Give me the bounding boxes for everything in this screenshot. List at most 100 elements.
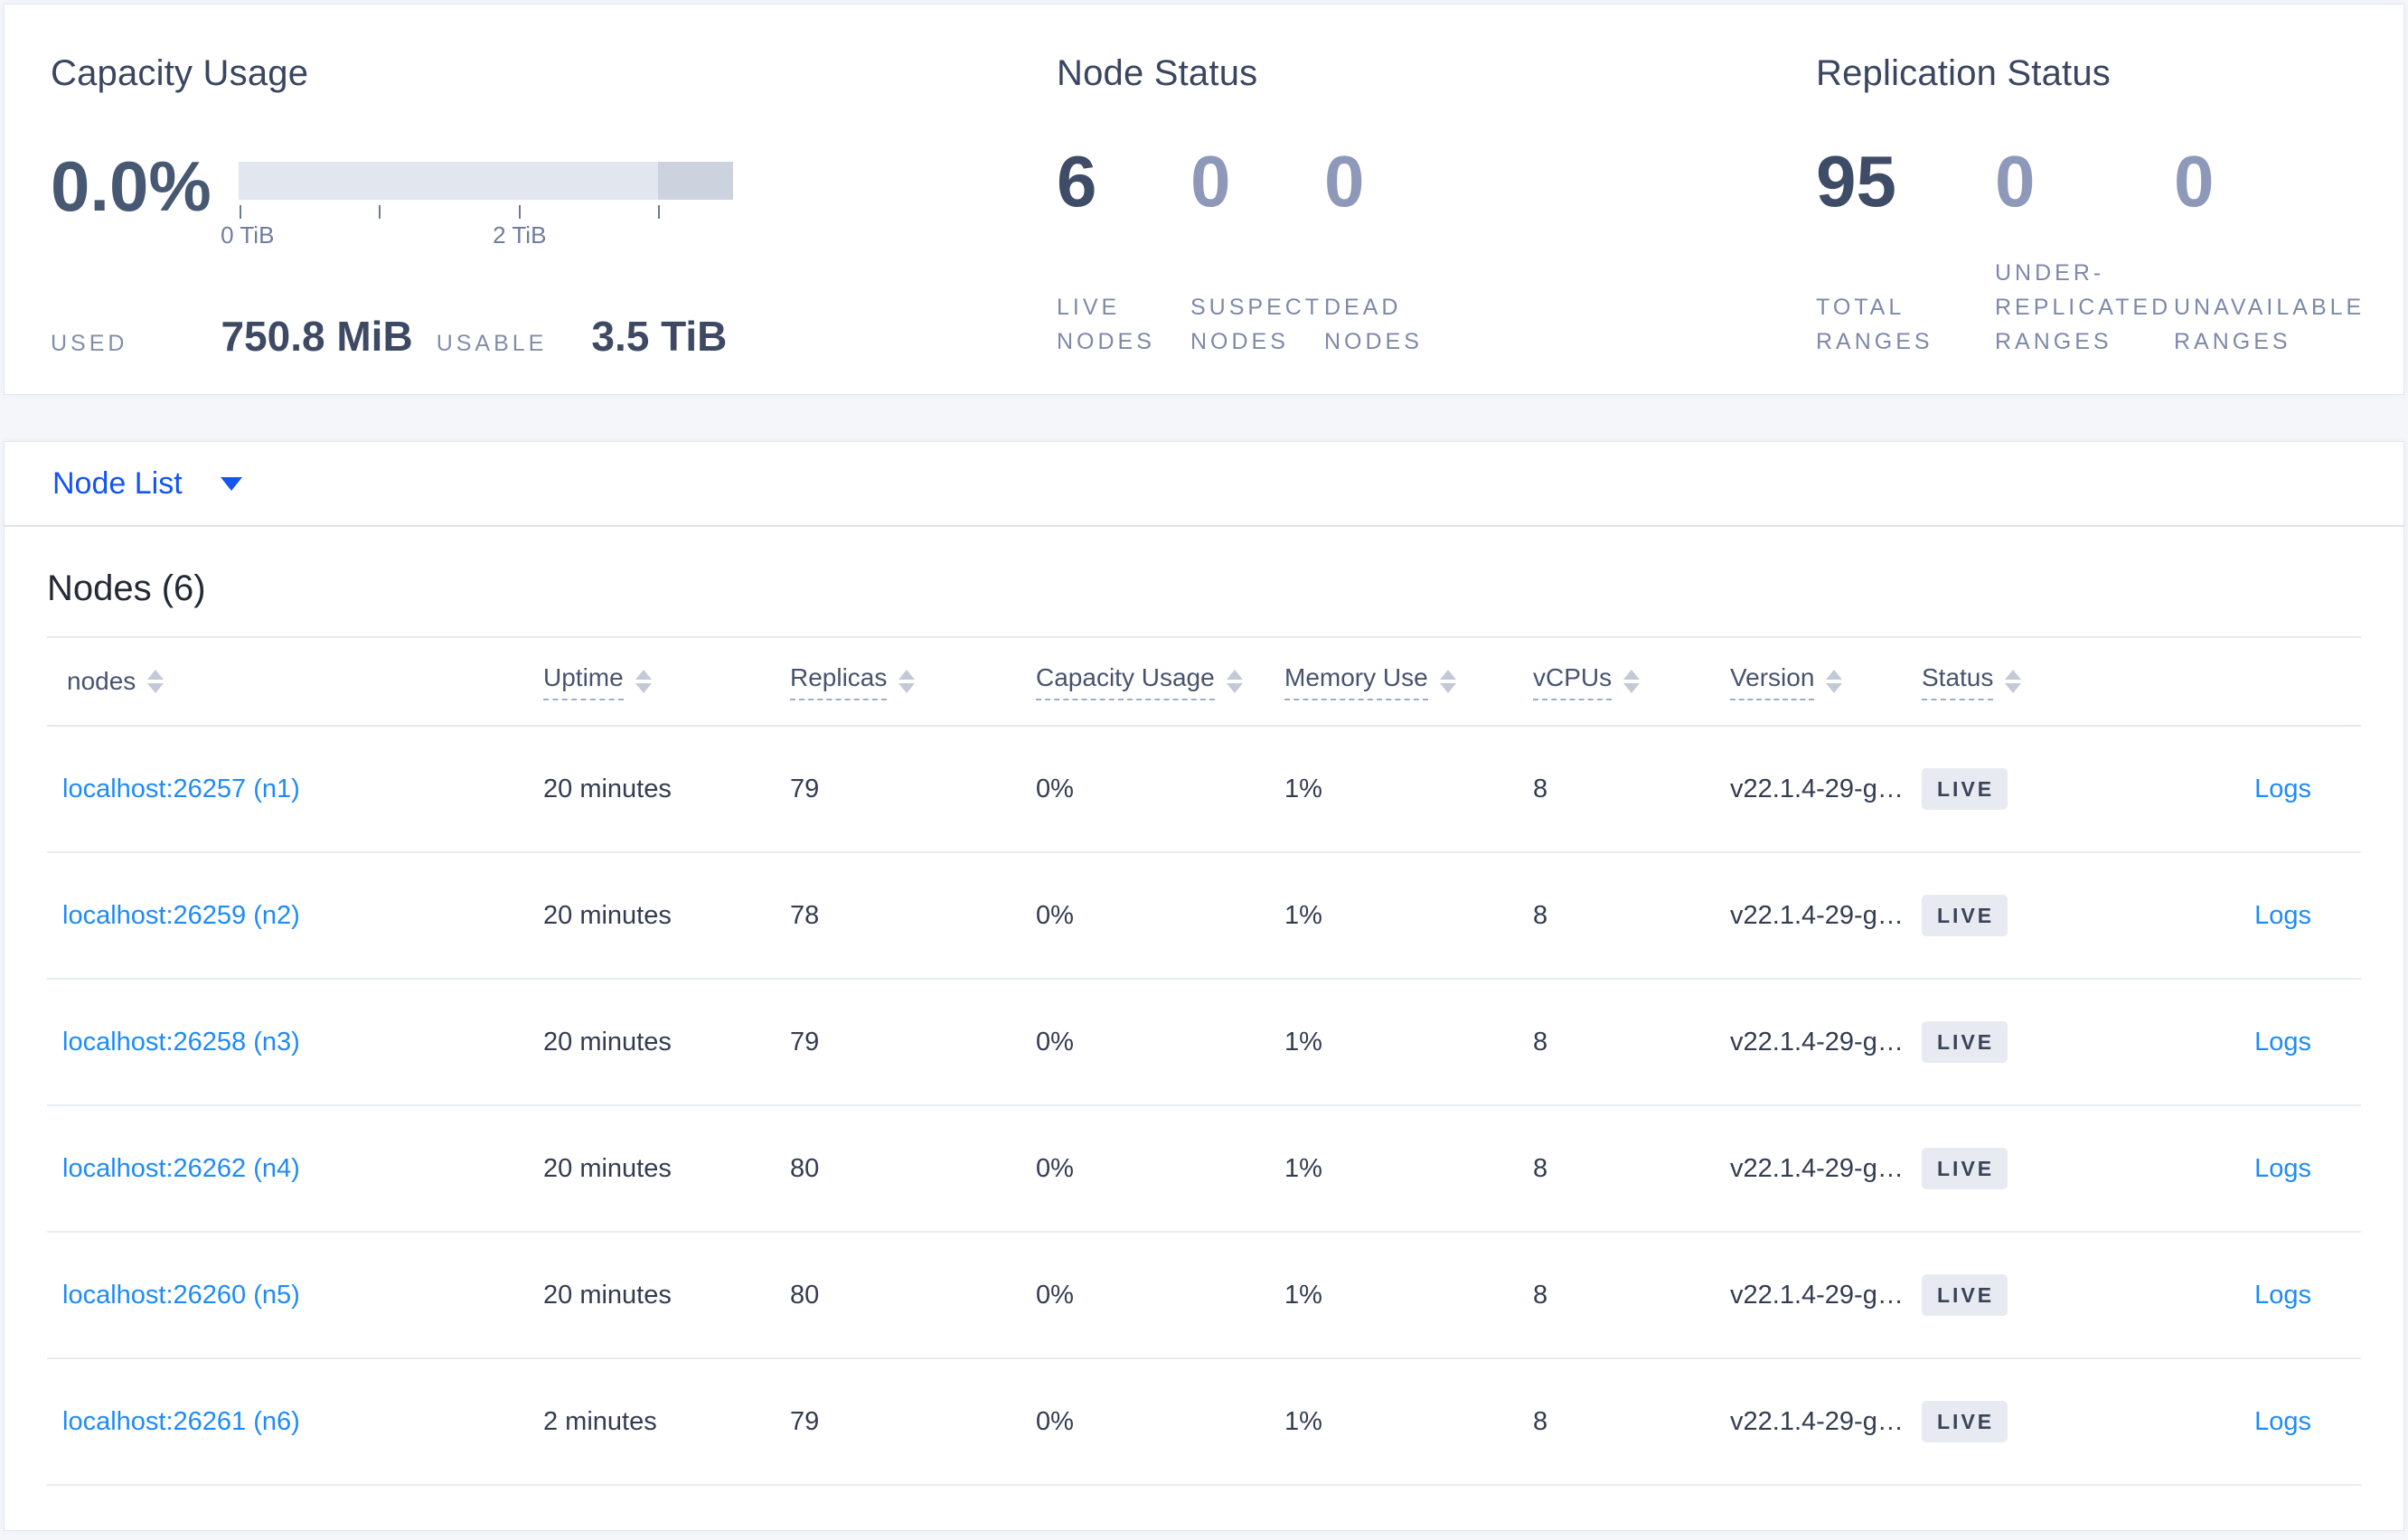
version-cell: v22.1.4-29-g…: [1730, 1406, 1904, 1436]
node-link[interactable]: localhost:26257 (n1): [62, 774, 300, 803]
logs-link[interactable]: Logs: [2254, 774, 2311, 803]
column-header-vcpus[interactable]: vCPUs: [1533, 663, 1730, 700]
unavailable-ranges-stat: 0 UNAVAILABLE RANGES: [2174, 138, 2361, 359]
column-header-status[interactable]: Status: [1922, 663, 2144, 700]
capacity-usage-panel: Capacity Usage 0.0% 0 TiB 2 TiB U: [51, 5, 1009, 394]
sort-icon[interactable]: [898, 670, 916, 693]
replication-stats: 95 TOTAL RANGES 0 UNDER- REPLICATED RANG…: [1816, 138, 2361, 359]
dead-nodes-label: DEAD NODES: [1324, 295, 1423, 354]
column-header-capacity-usage[interactable]: Capacity Usage: [1036, 663, 1284, 700]
sort-icon[interactable]: [1226, 670, 1243, 693]
logs-link[interactable]: Logs: [2254, 900, 2311, 930]
column-header-memory-use[interactable]: Memory Use: [1284, 663, 1533, 700]
unavailable-ranges-label: UNAVAILABLE RANGES: [2174, 295, 2366, 354]
memory-cell: 1%: [1284, 900, 1322, 930]
node-link[interactable]: localhost:26259 (n2): [62, 900, 300, 930]
under-replicated-stat: 0 UNDER- REPLICATED RANGES: [1995, 138, 2174, 359]
vcpus-cell: 8: [1533, 1027, 1548, 1056]
used-value: 750.8 MiB: [221, 313, 413, 360]
sort-icon[interactable]: [2005, 670, 2022, 693]
logs-link[interactable]: Logs: [2254, 1406, 2311, 1436]
node-link[interactable]: localhost:26258 (n3): [62, 1027, 300, 1056]
version-cell: v22.1.4-29-g…: [1730, 900, 1904, 930]
logs-link[interactable]: Logs: [2254, 1027, 2311, 1056]
table-row-n4: localhost:26262 (n4) 20 minutes 80 0% 1%…: [47, 1106, 2361, 1233]
table-row-n3: localhost:26258 (n3) 20 minutes 79 0% 1%…: [47, 980, 2361, 1106]
column-header-replicas[interactable]: Replicas: [790, 663, 1036, 700]
total-ranges-stat: 95 TOTAL RANGES: [1816, 138, 1995, 359]
sort-icon[interactable]: [1623, 670, 1641, 693]
replication-status-title: Replication Status: [1816, 53, 2112, 93]
table-row-n1: localhost:26257 (n1) 20 minutes 79 0% 1%…: [47, 727, 2361, 853]
under-replicated-value: 0: [1995, 141, 2036, 221]
column-header-uptime[interactable]: Uptime: [543, 663, 790, 700]
suspect-nodes-label: SUSPECT NODES: [1190, 295, 1323, 354]
suspect-nodes-stat: 0 SUSPECT NODES: [1190, 138, 1324, 359]
replicas-cell: 79: [790, 1027, 820, 1056]
usable-label: USABLE: [436, 331, 548, 356]
capacity-percent-value: 0.0%: [51, 146, 212, 226]
version-cell: v22.1.4-29-g…: [1730, 1280, 1904, 1310]
memory-cell: 1%: [1284, 1153, 1322, 1183]
node-list-dropdown-label: Node List: [52, 465, 183, 501]
total-ranges-value: 95: [1816, 141, 1896, 221]
capacity-details: USED 750.8 MiB USABLE 3.5 TiB: [51, 312, 727, 361]
logs-link[interactable]: Logs: [2254, 1280, 2311, 1310]
replication-status-panel: Replication Status 95 TOTAL RANGES 0 UND…: [1816, 5, 2394, 394]
axis-tick-1tib: [378, 205, 381, 219]
axis-tick-3tib: [657, 205, 660, 219]
status-badge: LIVE: [1922, 1021, 2008, 1063]
memory-cell: 1%: [1284, 1280, 1322, 1310]
cluster-summary-card: Capacity Usage 0.0% 0 TiB 2 TiB U: [4, 4, 2404, 395]
capacity-gauge: 0.0% 0 TiB 2 TiB: [51, 146, 733, 249]
sort-icon[interactable]: [147, 670, 165, 693]
unavailable-ranges-value: 0: [2174, 141, 2215, 221]
axis-tick-0tib: [239, 205, 241, 219]
total-ranges-label: TOTAL RANGES: [1816, 295, 1933, 354]
memory-cell: 1%: [1284, 1027, 1322, 1056]
sort-icon[interactable]: [1826, 670, 1843, 693]
column-header-nodes[interactable]: nodes: [47, 667, 543, 696]
sort-icon[interactable]: [635, 670, 652, 693]
status-badge: LIVE: [1922, 768, 2008, 810]
node-link[interactable]: localhost:26260 (n5): [62, 1280, 300, 1310]
version-cell: v22.1.4-29-g…: [1730, 774, 1904, 803]
view-selector-bar: Node List: [4, 441, 2404, 526]
uptime-cell: 20 minutes: [543, 774, 672, 803]
column-header-version[interactable]: Version: [1730, 663, 1922, 700]
replicas-cell: 80: [790, 1153, 820, 1183]
dead-nodes-value: 0: [1324, 141, 1365, 221]
status-badge: LIVE: [1922, 1148, 2008, 1189]
title-divider: [47, 636, 2361, 638]
capacity-bar-other-segment: [657, 162, 733, 200]
version-cell: v22.1.4-29-g…: [1730, 1153, 1904, 1183]
capacity-cell: 0%: [1036, 1406, 1074, 1436]
status-badge: LIVE: [1922, 895, 2008, 936]
table-header-row: nodes Uptime Replicas Capacity Usage Mem…: [47, 638, 2361, 727]
vcpus-cell: 8: [1533, 900, 1548, 930]
node-status-stats: 6 LIVE NODES 0 SUSPECT NODES 0 DEAD NODE…: [1057, 138, 1458, 359]
uptime-cell: 20 minutes: [543, 1153, 672, 1183]
axis-label-0tib: 0 TiB: [221, 221, 275, 249]
status-badge: LIVE: [1922, 1401, 2008, 1442]
vcpus-cell: 8: [1533, 1280, 1548, 1310]
sort-icon[interactable]: [1439, 670, 1456, 693]
node-list-dropdown[interactable]: Node List: [52, 466, 242, 502]
capacity-bar-usable-segment: [238, 162, 658, 200]
table-row-n2: localhost:26259 (n2) 20 minutes 78 0% 1%…: [47, 853, 2361, 980]
node-link[interactable]: localhost:26261 (n6): [62, 1406, 300, 1436]
node-link[interactable]: localhost:26262 (n4): [62, 1153, 300, 1183]
axis-label-2tib: 2 TiB: [493, 221, 547, 249]
suspect-nodes-value: 0: [1190, 141, 1231, 221]
nodes-table-card: Nodes (6) nodes Uptime Replicas Capacity…: [4, 526, 2404, 1531]
uptime-cell: 2 minutes: [543, 1406, 657, 1436]
live-nodes-value: 6: [1057, 141, 1097, 221]
under-replicated-label: UNDER- REPLICATED RANGES: [1995, 260, 2172, 354]
memory-cell: 1%: [1284, 1406, 1322, 1436]
logs-link[interactable]: Logs: [2254, 1153, 2311, 1183]
nodes-section-title: Nodes (6): [47, 568, 206, 608]
table-row-n5: localhost:26260 (n5) 20 minutes 80 0% 1%…: [47, 1233, 2361, 1359]
capacity-cell: 0%: [1036, 1027, 1074, 1056]
dead-nodes-stat: 0 DEAD NODES: [1324, 138, 1458, 359]
